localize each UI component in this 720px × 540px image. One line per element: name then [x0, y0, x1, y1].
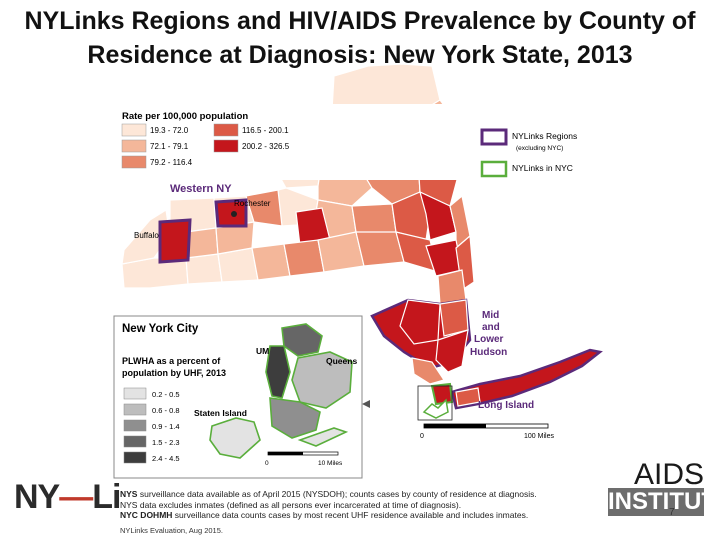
legend-label-3: 116.5 - 200.1 — [242, 126, 289, 135]
label-rochester: Rochester — [234, 199, 271, 208]
borough-rockaway — [297, 427, 349, 447]
county-monroe — [214, 198, 248, 228]
label-western-ny: Western NY — [170, 183, 232, 195]
slide-title: NYLinks Regions and HIV/AIDS Prevalence … — [24, 7, 696, 69]
nyc-inset: New York City PLWHA as a percent of popu… — [113, 315, 363, 479]
inset-swatch-label-3: 1.5 - 2.3 — [152, 438, 180, 447]
aids-institute-logo: AIDS INSTITUTE — [608, 458, 720, 518]
inset-label-queens: Queens — [326, 356, 357, 366]
inset-pointer-icon — [362, 400, 370, 408]
page-number: 7 — [669, 507, 675, 518]
label-hudson: Hudson — [470, 347, 507, 358]
county-central-5 — [419, 190, 457, 241]
inset-swatch-0 — [123, 387, 147, 400]
label-mid: Mid — [482, 310, 499, 321]
legend-label-4: 200.2 - 326.5 — [242, 142, 290, 151]
legend-region-label: NYLinks Regions — [512, 131, 577, 141]
county-hudson-5 — [411, 357, 445, 385]
footer-evaluation-note: NYLinks Evaluation, Aug 2015. — [120, 526, 223, 535]
inset-scale-start: 0 — [265, 460, 269, 467]
county-erie — [158, 218, 192, 264]
legend-label-2: 79.2 - 116.4 — [150, 158, 193, 167]
rochester-dot — [231, 211, 237, 217]
legend-swatch-0 — [121, 123, 147, 137]
label-buffalo: Buffalo — [134, 231, 159, 240]
scale-start: 0 — [420, 433, 424, 440]
county-south-4 — [251, 243, 291, 281]
legend-swatches: 19.3 - 72.0 72.1 - 79.1 79.2 - 116.4 116.5 … — [121, 123, 290, 169]
inset-swatch-label-4: 2.4 - 4.5 — [152, 454, 180, 463]
legend-region-swatch — [480, 128, 508, 146]
inset-swatch-label-2: 0.9 - 1.4 — [152, 422, 180, 431]
footer-line-3: NYC DOHMH surveillance data counts cases… — [120, 510, 529, 521]
inset-swatch-3 — [123, 435, 147, 448]
borough-staten-island — [209, 417, 261, 459]
aids-logo-top: AIDS — [633, 458, 704, 491]
legend-nyc-label: NYLinks in NYC — [512, 163, 573, 173]
borough-manhattan — [265, 345, 291, 399]
aids-logo-bottom: INSTITUTE — [608, 488, 720, 516]
inset-label-um: UM — [256, 346, 269, 356]
legend-swatch-1 — [121, 139, 147, 153]
county-long-island — [450, 348, 603, 410]
inset-swatch-label-0: 0.2 - 0.5 — [152, 390, 180, 399]
county-hudson-2 — [399, 299, 441, 345]
borough-brooklyn — [269, 397, 321, 439]
main-scale-bar: 0 100 Miles — [420, 423, 554, 440]
legend-swatch-3 — [213, 123, 239, 137]
county-south-5 — [283, 239, 325, 277]
legend-region-sub: (excluding NYC) — [516, 145, 563, 152]
footer-notes: NYS surveillance data available as of Ap… — [120, 489, 620, 521]
inset-swatch-2 — [123, 419, 147, 432]
county-hudson-3 — [439, 299, 469, 337]
nylinks-logo: NY—Li — [14, 478, 121, 516]
inset-subtitle-2: population by UHF, 2013 — [122, 368, 226, 378]
inset-swatch-label-1: 0.6 - 0.8 — [152, 406, 180, 415]
legend-label-0: 19.3 - 72.0 — [150, 126, 189, 135]
inset-title: New York City — [122, 323, 199, 335]
nyc-locator-shape — [422, 398, 449, 419]
legend-box — [116, 104, 596, 180]
label-lower: Lower — [474, 334, 504, 345]
inset-subtitle-1: PLWHA as a percent of — [122, 356, 221, 366]
nyc-locator-box — [417, 385, 453, 421]
county-east-1 — [437, 269, 467, 305]
label-long-island: Long Island — [478, 400, 534, 411]
inset-label-staten-island: Staten Island — [194, 408, 247, 418]
footer-line-1: NYS surveillance data available as of Ap… — [120, 489, 537, 499]
inset-scale-bar: 0 10 Miles — [265, 451, 343, 467]
label-and: and — [482, 322, 500, 333]
nyc-boroughs — [209, 323, 353, 459]
footer-line-2: NYS data excludes inmates (defined as al… — [120, 499, 462, 510]
county-south-2 — [185, 253, 223, 285]
inset-swatch-4 — [123, 451, 147, 464]
legend-swatch-2 — [121, 155, 147, 169]
inset-scale-end: 10 Miles — [318, 460, 343, 467]
county-nyc — [430, 382, 454, 406]
legend-label-1: 72.1 - 79.1 — [150, 142, 189, 151]
borough-queens — [291, 351, 353, 409]
inset-legend-swatches: 0.2 - 0.5 0.6 - 0.8 0.9 - 1.4 1.5 - 2.3 2.4 … — [123, 387, 180, 464]
inset-swatch-1 — [123, 403, 147, 416]
county-hudson-4 — [435, 329, 469, 373]
county-nassau — [455, 387, 481, 407]
scale-end: 100 Miles — [524, 433, 554, 440]
legend-nyc-swatch — [480, 160, 508, 178]
county-western-6 — [245, 189, 283, 227]
legend-title: Rate per 100,000 population — [122, 111, 248, 122]
legend-swatch-4 — [213, 139, 239, 153]
